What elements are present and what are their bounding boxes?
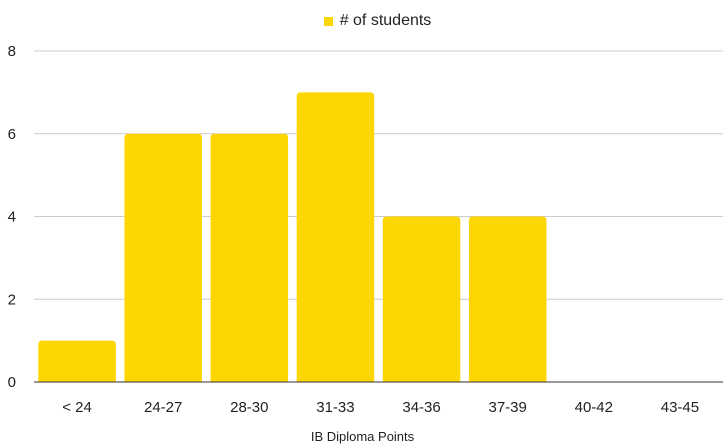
x-axis-ticks: < 24 24-27 28-30 31-33 34-36 37-39 40-42 43-45 — [62, 399, 699, 416]
bars — [38, 92, 547, 382]
x-tick-label: 28-30 — [230, 399, 268, 416]
x-tick-label: 31-33 — [316, 399, 354, 416]
x-tick-label: < 24 — [62, 399, 92, 416]
y-tick-label: 0 — [8, 374, 16, 391]
bar — [468, 216, 547, 382]
y-tick-label: 2 — [8, 291, 16, 308]
x-tick-label: 37-39 — [489, 399, 527, 416]
x-tick-label: 43-45 — [661, 399, 699, 416]
legend-swatch — [323, 16, 333, 26]
bar — [210, 133, 289, 382]
x-tick-label: 40-42 — [575, 399, 613, 416]
legend-label: # of students — [339, 12, 432, 29]
x-tick-label: 34-36 — [402, 399, 440, 416]
bar — [296, 92, 375, 382]
x-axis-title: IB Diploma Points — [310, 429, 415, 444]
y-tick-label: 8 — [8, 43, 16, 60]
bar — [124, 133, 202, 382]
legend: # of students — [0, 12, 725, 30]
bar — [382, 216, 461, 382]
x-tick-label: 24-27 — [144, 399, 182, 416]
y-tick-label: 6 — [8, 126, 16, 143]
y-axis-ticks: 0 2 4 6 8 — [8, 43, 16, 391]
y-tick-label: 4 — [8, 209, 16, 226]
bar — [38, 340, 116, 382]
